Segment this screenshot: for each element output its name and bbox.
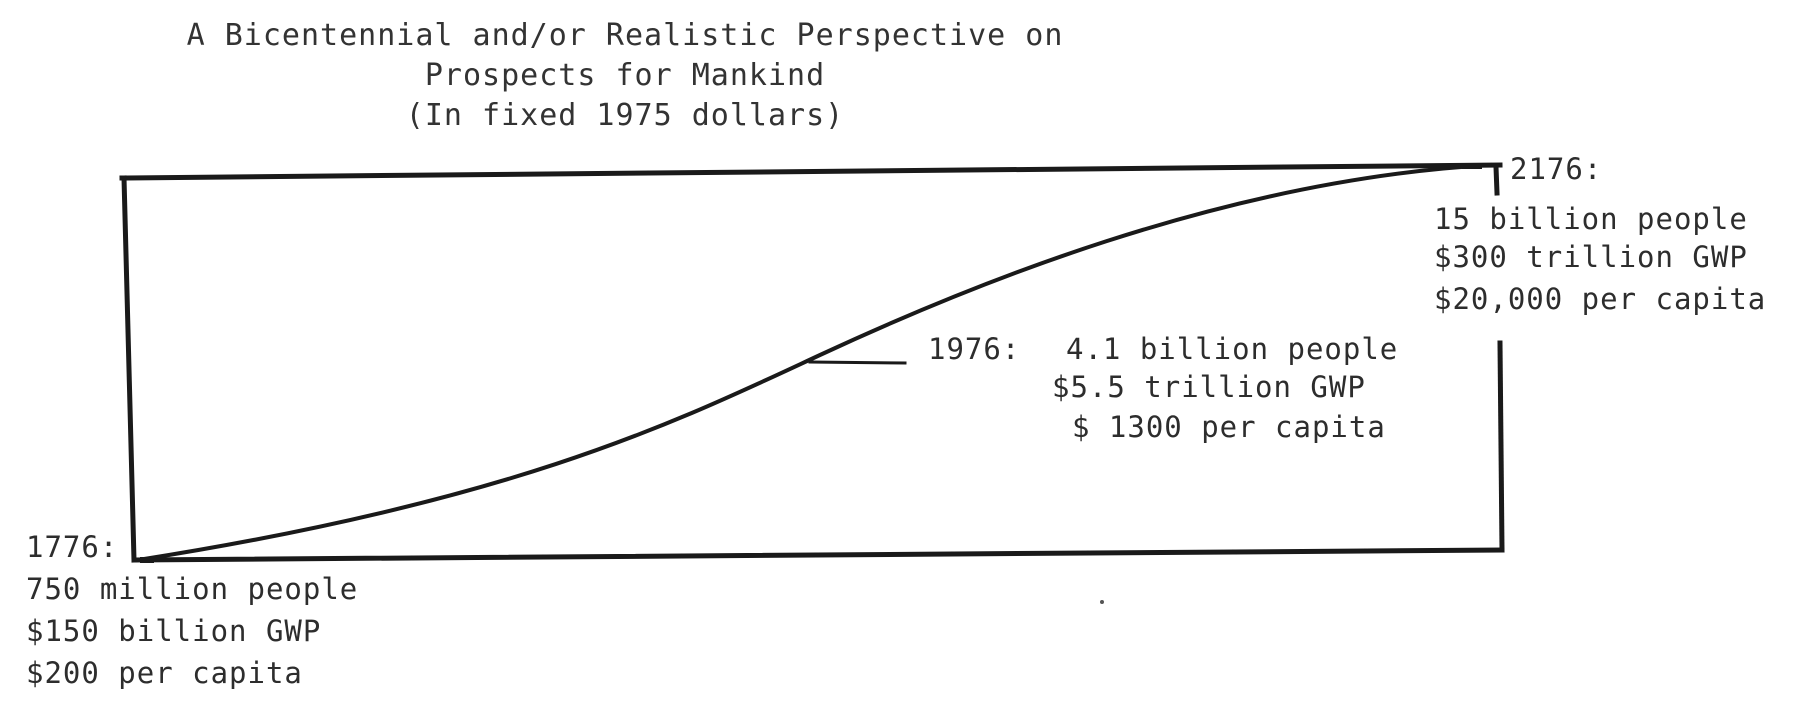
start-per-capita-label: $200 per capita xyxy=(26,656,303,690)
diagram-title-line-1: A Bicentennial and/or Realistic Perspect… xyxy=(186,18,1064,53)
end-gwp-label: $300 trillion GWP xyxy=(1434,240,1748,274)
frame-left-edge xyxy=(121,175,137,563)
diagram-title-line-3: (In fixed 1975 dollars) xyxy=(405,98,845,133)
end-point-marker xyxy=(1462,163,1482,169)
start-people-label: 750 million people xyxy=(26,572,359,606)
frame-bottom-edge xyxy=(131,547,1505,563)
mid-point-pointer xyxy=(808,360,907,365)
mid-people-label: 4.1 billion people xyxy=(1066,332,1399,366)
mid-per-capita-label: $ 1300 per capita xyxy=(1072,410,1386,444)
frame-right-edge-upper xyxy=(1493,164,1500,196)
growth-curve xyxy=(135,162,1493,563)
mid-year-label: 1976: xyxy=(928,332,1021,366)
start-gwp-label: $150 billion GWP xyxy=(26,614,322,648)
start-year-label: 1776: xyxy=(26,530,119,564)
scan-speck xyxy=(1100,600,1104,604)
end-people-label: 15 billion people xyxy=(1434,202,1748,236)
mid-gwp-label: $5.5 trillion GWP xyxy=(1052,370,1366,404)
end-year-label: 2176: xyxy=(1510,152,1603,186)
diagram-title-line-2: Prospects for Mankind xyxy=(424,58,826,93)
start-point-marker xyxy=(140,557,154,563)
frame-top-edge xyxy=(119,162,1503,181)
frame-right-edge-lower xyxy=(1497,340,1505,553)
end-per-capita-label: $20,000 per capita xyxy=(1434,282,1767,316)
